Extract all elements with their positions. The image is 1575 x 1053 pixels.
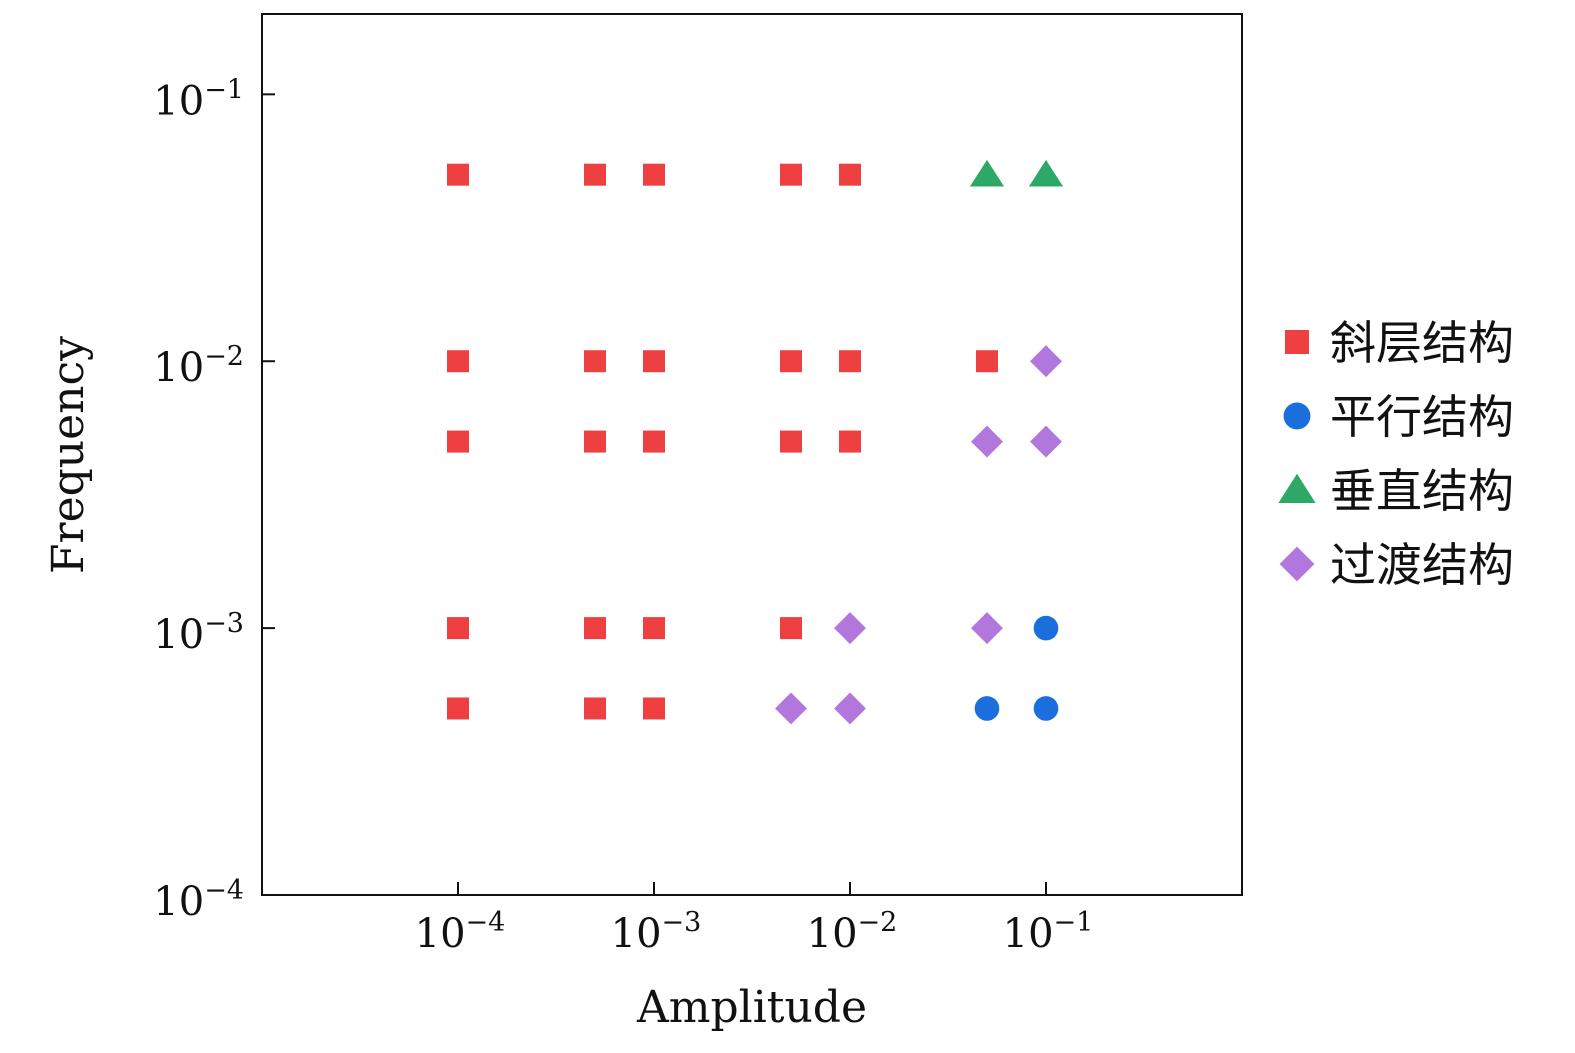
data-point-square: [583, 697, 606, 720]
data-point-square: [447, 430, 469, 453]
data-point-diamond: [971, 425, 1003, 458]
data-point-square: [839, 350, 861, 373]
x-tick-label: 10−3: [611, 907, 702, 957]
data-point-diamond: [775, 692, 807, 725]
data-point-square: [779, 617, 802, 640]
data-point-square: [779, 163, 802, 186]
plot-area: [261, 13, 1243, 896]
data-point-square: [839, 163, 861, 186]
data-point-square: [779, 430, 802, 453]
x-tick-label: 10−2: [807, 907, 898, 957]
data-point-diamond: [1030, 345, 1062, 378]
data-point-square: [447, 350, 469, 373]
data-point-square: [583, 430, 606, 453]
data-point-square: [975, 350, 998, 373]
data-point-square: [643, 430, 665, 453]
data-point-triangle: [969, 159, 1005, 187]
y-tick-label: 10−2: [153, 341, 244, 391]
x-axis-label: Amplitude: [636, 982, 867, 1033]
y-axis: 10−4 10−3 10−2 10−1: [153, 74, 275, 925]
data-point-square: [643, 163, 665, 186]
y-tick-label: 10−4: [153, 875, 244, 925]
y-tick-label: 10−3: [153, 608, 244, 658]
data-point-diamond: [971, 612, 1003, 645]
plot-frame: [261, 13, 1243, 896]
legend-marker-triangle: [1278, 473, 1316, 503]
data-point-triangle: [1028, 159, 1064, 187]
data-point-square: [779, 350, 802, 373]
data-point-square: [447, 697, 469, 720]
legend-label: 斜层结构: [1330, 316, 1514, 370]
data-point-circle: [1033, 696, 1059, 721]
data-point-square: [447, 163, 469, 186]
x-tick-label: 10−4: [415, 907, 506, 957]
legend-marker-diamond: [1279, 546, 1315, 582]
data-point-diamond: [834, 612, 866, 645]
legend-label: 垂直结构: [1330, 464, 1514, 518]
data-point-circle: [974, 696, 1000, 721]
data-point-square: [643, 617, 665, 640]
data-point-square: [839, 430, 861, 453]
data-point-square: [583, 350, 606, 373]
data-points: [447, 159, 1064, 725]
legend-label: 过渡结构: [1330, 538, 1514, 592]
data-point-diamond: [834, 692, 866, 725]
data-point-diamond: [1030, 425, 1062, 458]
x-axis: 10−4 10−3 10−2 10−1: [415, 882, 1094, 957]
x-tick-label: 10−1: [1003, 907, 1094, 957]
data-point-square: [643, 697, 665, 720]
data-point-square: [583, 617, 606, 640]
legend-marker-circle: [1283, 402, 1311, 430]
legend-label: 平行结构: [1330, 390, 1514, 444]
y-axis-label: Frequency: [43, 336, 94, 574]
data-point-square: [583, 163, 606, 186]
data-point-square: [643, 350, 665, 373]
y-tick-label: 10−1: [153, 74, 244, 124]
data-point-square: [447, 617, 469, 640]
data-point-circle: [1033, 615, 1059, 641]
legend-marker-square: [1285, 330, 1309, 354]
